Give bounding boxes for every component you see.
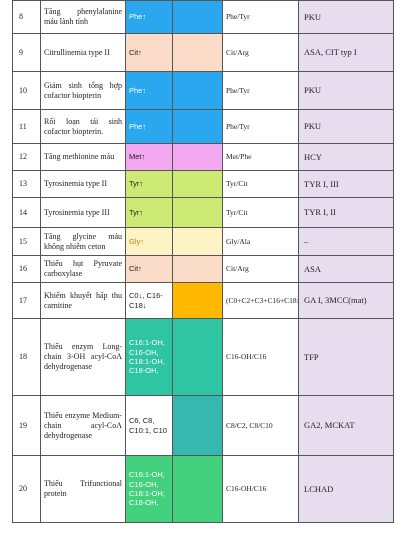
num-cell: 13 (12, 170, 41, 198)
marker-cell: Gly↑ (125, 227, 173, 256)
name-cell: Thiếu enzyme Medium-chain acyl-CoA dehyd… (40, 395, 126, 456)
abbr-cell: GA I, 3MCC(mat) (298, 282, 394, 319)
name-cell: Thiếu enzym Long-chain 3-OH acyl-CoA deh… (40, 318, 126, 396)
name-cell: Tyrosinemia type II (40, 170, 126, 198)
ratio-cell: Phe/Tyr (222, 109, 299, 144)
color-cell (172, 455, 223, 523)
table-row: 14 Tyrosinemia type III Tyr↑ Tyr/Cit TYR I, … (12, 197, 394, 228)
table-row: 10 Giảm sinh tổng hợp cofactor biopterin P… (12, 71, 394, 110)
marker-cell: Phe↑ (125, 109, 173, 144)
color-cell (172, 33, 223, 72)
marker-cell: Cit↑ (125, 255, 173, 283)
num-cell: 19 (12, 395, 41, 456)
ratio-cell: C8/C2, C8/C10 (222, 395, 299, 456)
marker-cell: C0↓, C16-C18↓ (125, 282, 173, 319)
color-cell (172, 143, 223, 171)
num-cell: 14 (12, 197, 41, 228)
marker-cell: C6, C8, C10:1, C10 (125, 395, 173, 456)
num-cell: 11 (12, 109, 41, 144)
color-cell (172, 71, 223, 110)
screening-table: 8 Tăng phenylalanine máu lành tính Phe↑ Phe… (12, 0, 394, 523)
name-cell: Tyrosinemia type III (40, 197, 126, 228)
ratio-cell: Tyr/Cit (222, 197, 299, 228)
marker-cell: Met↑ (125, 143, 173, 171)
abbr-cell: HCY (298, 143, 394, 171)
name-cell: Rối loạn tái sinh cofactor biopterin. (40, 109, 126, 144)
ratio-cell: Cit/Arg (222, 33, 299, 72)
abbr-cell: PKU (298, 109, 394, 144)
marker-cell: C16:1-OH, C16-OH, C18:1-OH, C18-OH, (125, 455, 173, 523)
name-cell: Tăng methionine máu (40, 143, 126, 171)
abbr-cell: LCHAD (298, 455, 394, 523)
num-cell: 9 (12, 33, 41, 72)
ratio-cell: (C0+C2+C3+C16+C18:1)/CIT (222, 282, 299, 319)
abbr-cell: ASA (298, 255, 394, 283)
color-cell (172, 109, 223, 144)
num-cell: 18 (12, 318, 41, 396)
color-cell (172, 170, 223, 198)
abbr-cell: PKU (298, 71, 394, 110)
name-cell: Giảm sinh tổng hợp cofactor biopterin (40, 71, 126, 110)
table-row: 16 Thiếu hụt Pyruvate carboxylase Cit↑ Cit/… (12, 255, 394, 283)
ratio-cell: Phe/Tyr (222, 0, 299, 34)
num-cell: 10 (12, 71, 41, 110)
table-row: 8 Tăng phenylalanine máu lành tính Phe↑ Phe… (12, 0, 394, 34)
name-cell: Tăng glycine máu không nhiễm ceton (40, 227, 126, 256)
color-cell (172, 318, 223, 396)
marker-cell: Tyr↑ (125, 197, 173, 228)
marker-cell: Cit↑ (125, 33, 173, 72)
num-cell: 15 (12, 227, 41, 256)
abbr-cell: TFP (298, 318, 394, 396)
table-row: 12 Tăng methionine máu Met↑ Met/Phe HCY (12, 143, 394, 171)
name-cell: Citrullinemia type II (40, 33, 126, 72)
table-row: 9 Citrullinemia type II Cit↑ Cit/Arg ASA, CI… (12, 33, 394, 72)
ratio-cell: Phe/Tyr (222, 71, 299, 110)
num-cell: 8 (12, 0, 41, 34)
num-cell: 20 (12, 455, 41, 523)
marker-cell: Tyr↑ (125, 170, 173, 198)
name-cell: Thiếu Trifunctional protein (40, 455, 126, 523)
abbr-cell: ASA, CIT typ I (298, 33, 394, 72)
name-cell: Khiếm khuyết hấp thu carnitine (40, 282, 126, 319)
color-cell (172, 282, 223, 319)
marker-cell: C16:1-OH, C16-OH, C18:1-OH, C18-OH, (125, 318, 173, 396)
marker-cell: Phe↑ (125, 71, 173, 110)
name-cell: Thiếu hụt Pyruvate carboxylase (40, 255, 126, 283)
name-cell: Tăng phenylalanine máu lành tính (40, 0, 126, 34)
num-cell: 16 (12, 255, 41, 283)
ratio-cell: Tyr/Cit (222, 170, 299, 198)
table-row: 20 Thiếu Trifunctional protein C16:1-OH, C… (12, 455, 394, 523)
color-cell (172, 395, 223, 456)
table-row: 17 Khiếm khuyết hấp thu carnitine C0↓, C16… (12, 282, 394, 319)
ratio-cell: Cit/Arg (222, 255, 299, 283)
abbr-cell: PKU (298, 0, 394, 34)
color-cell (172, 0, 223, 34)
table-row: 11 Rối loạn tái sinh cofactor biopterin. P… (12, 109, 394, 144)
color-cell (172, 197, 223, 228)
abbr-cell: TYR I, II (298, 197, 394, 228)
ratio-cell: C16-OH/C16 (222, 455, 299, 523)
color-cell (172, 255, 223, 283)
table-body: 8 Tăng phenylalanine máu lành tính Phe↑ Phe… (12, 0, 394, 523)
table-row: 15 Tăng glycine máu không nhiễm ceton Gly↑… (12, 227, 394, 256)
abbr-cell: GA2, MCKAT (298, 395, 394, 456)
table-row: 19 Thiếu enzyme Medium-chain acyl-CoA deh… (12, 395, 394, 456)
color-cell (172, 227, 223, 256)
table-row: 13 Tyrosinemia type II Tyr↑ Tyr/Cit TYR I, I… (12, 170, 394, 198)
num-cell: 17 (12, 282, 41, 319)
ratio-cell: Gly/Ala (222, 227, 299, 256)
num-cell: 12 (12, 143, 41, 171)
ratio-cell: Met/Phe (222, 143, 299, 171)
table-row: 18 Thiếu enzym Long-chain 3-OH acyl-CoA d… (12, 318, 394, 396)
ratio-cell: C16-OH/C16 (222, 318, 299, 396)
abbr-cell: – (298, 227, 394, 256)
abbr-cell: TYR I, III (298, 170, 394, 198)
marker-cell: Phe↑ (125, 0, 173, 34)
